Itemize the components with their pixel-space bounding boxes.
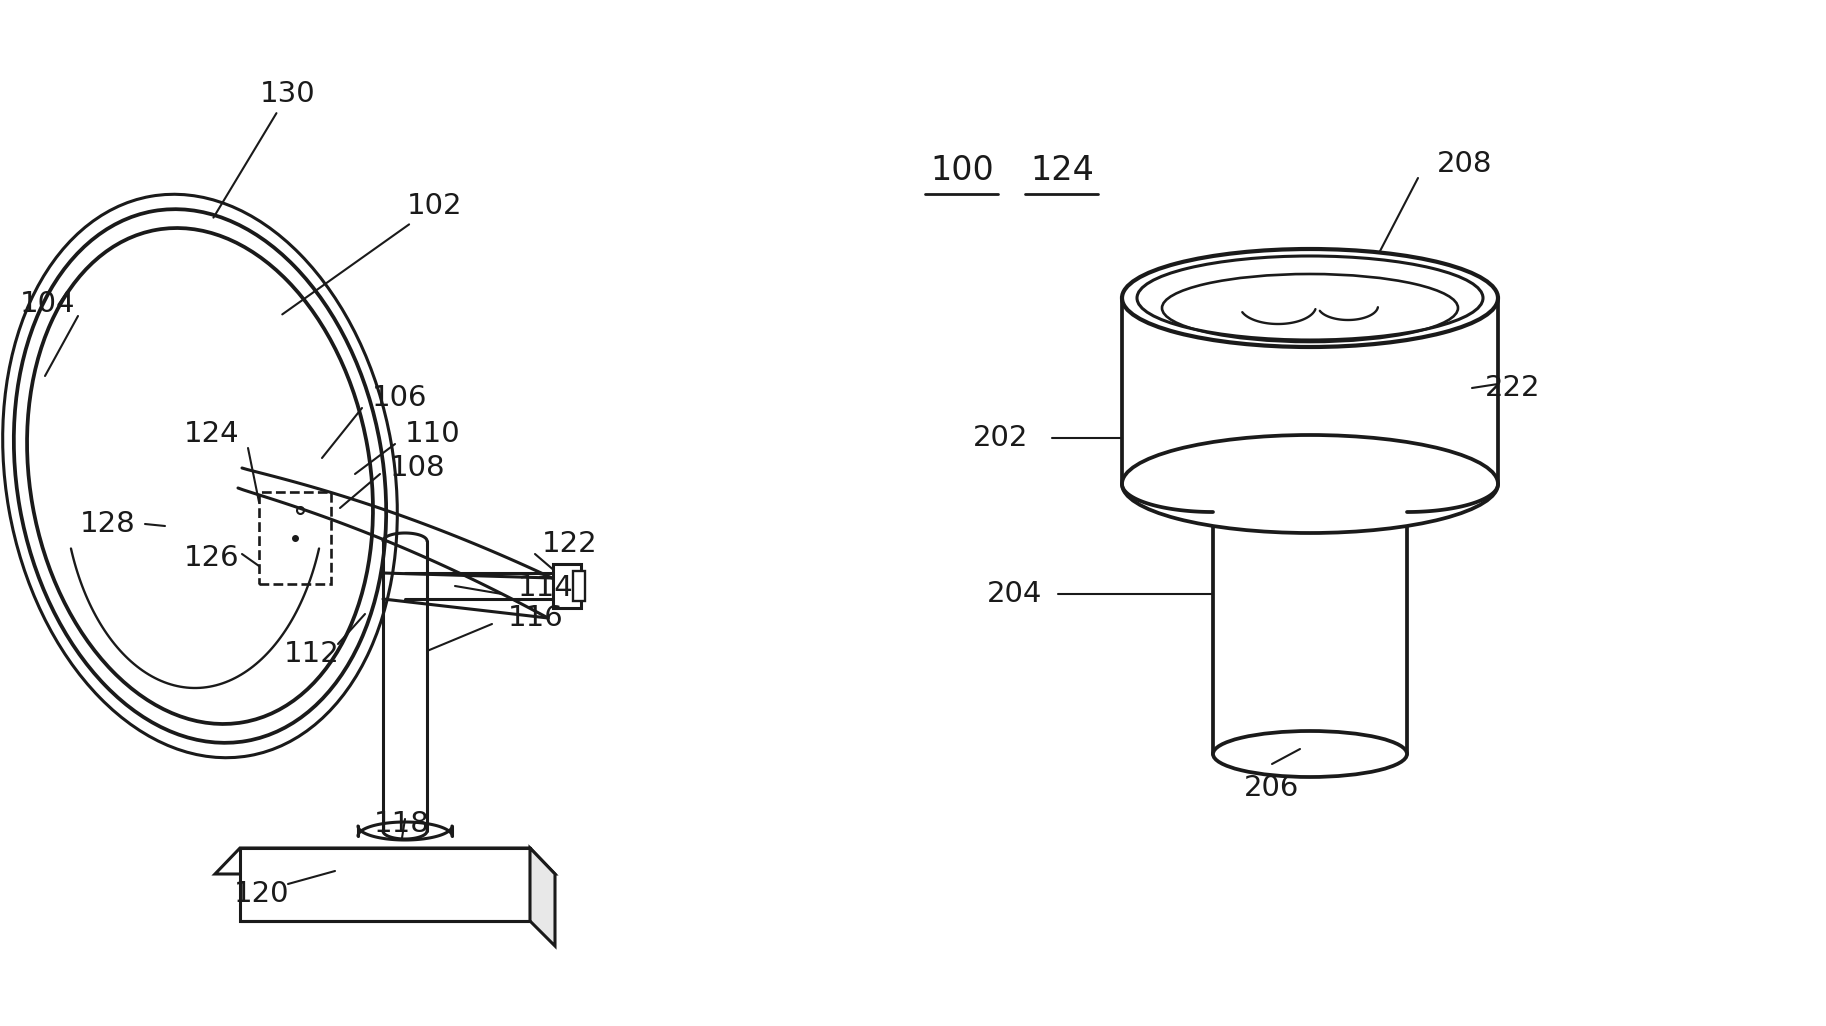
Text: 204: 204	[986, 580, 1043, 608]
Text: 222: 222	[1485, 374, 1541, 402]
Text: 114: 114	[519, 574, 573, 602]
Text: 124: 124	[184, 420, 239, 448]
Text: 110: 110	[405, 420, 460, 448]
Text: 104: 104	[20, 290, 75, 318]
Text: 106: 106	[373, 384, 427, 412]
Polygon shape	[215, 849, 555, 874]
Text: 102: 102	[283, 192, 462, 314]
Text: 202: 202	[973, 424, 1028, 452]
Ellipse shape	[27, 228, 373, 724]
Text: 122: 122	[542, 530, 597, 558]
Bar	[553, 564, 581, 608]
Text: 100: 100	[929, 155, 993, 188]
Text: 126: 126	[184, 544, 239, 573]
Text: 130: 130	[214, 80, 316, 218]
Text: 118: 118	[374, 810, 429, 838]
Text: 124: 124	[1030, 155, 1094, 188]
Bar	[573, 571, 584, 601]
Ellipse shape	[1212, 731, 1408, 777]
Text: 208: 208	[1437, 150, 1492, 177]
Polygon shape	[530, 849, 555, 946]
Text: 112: 112	[285, 640, 340, 668]
Bar	[259, 492, 331, 584]
Text: 206: 206	[1244, 774, 1300, 802]
Polygon shape	[239, 849, 530, 921]
Text: 116: 116	[508, 604, 564, 632]
Ellipse shape	[1121, 435, 1497, 532]
Text: 108: 108	[391, 453, 446, 482]
Text: 120: 120	[234, 880, 290, 908]
Text: 128: 128	[80, 510, 135, 538]
Ellipse shape	[1121, 249, 1497, 347]
